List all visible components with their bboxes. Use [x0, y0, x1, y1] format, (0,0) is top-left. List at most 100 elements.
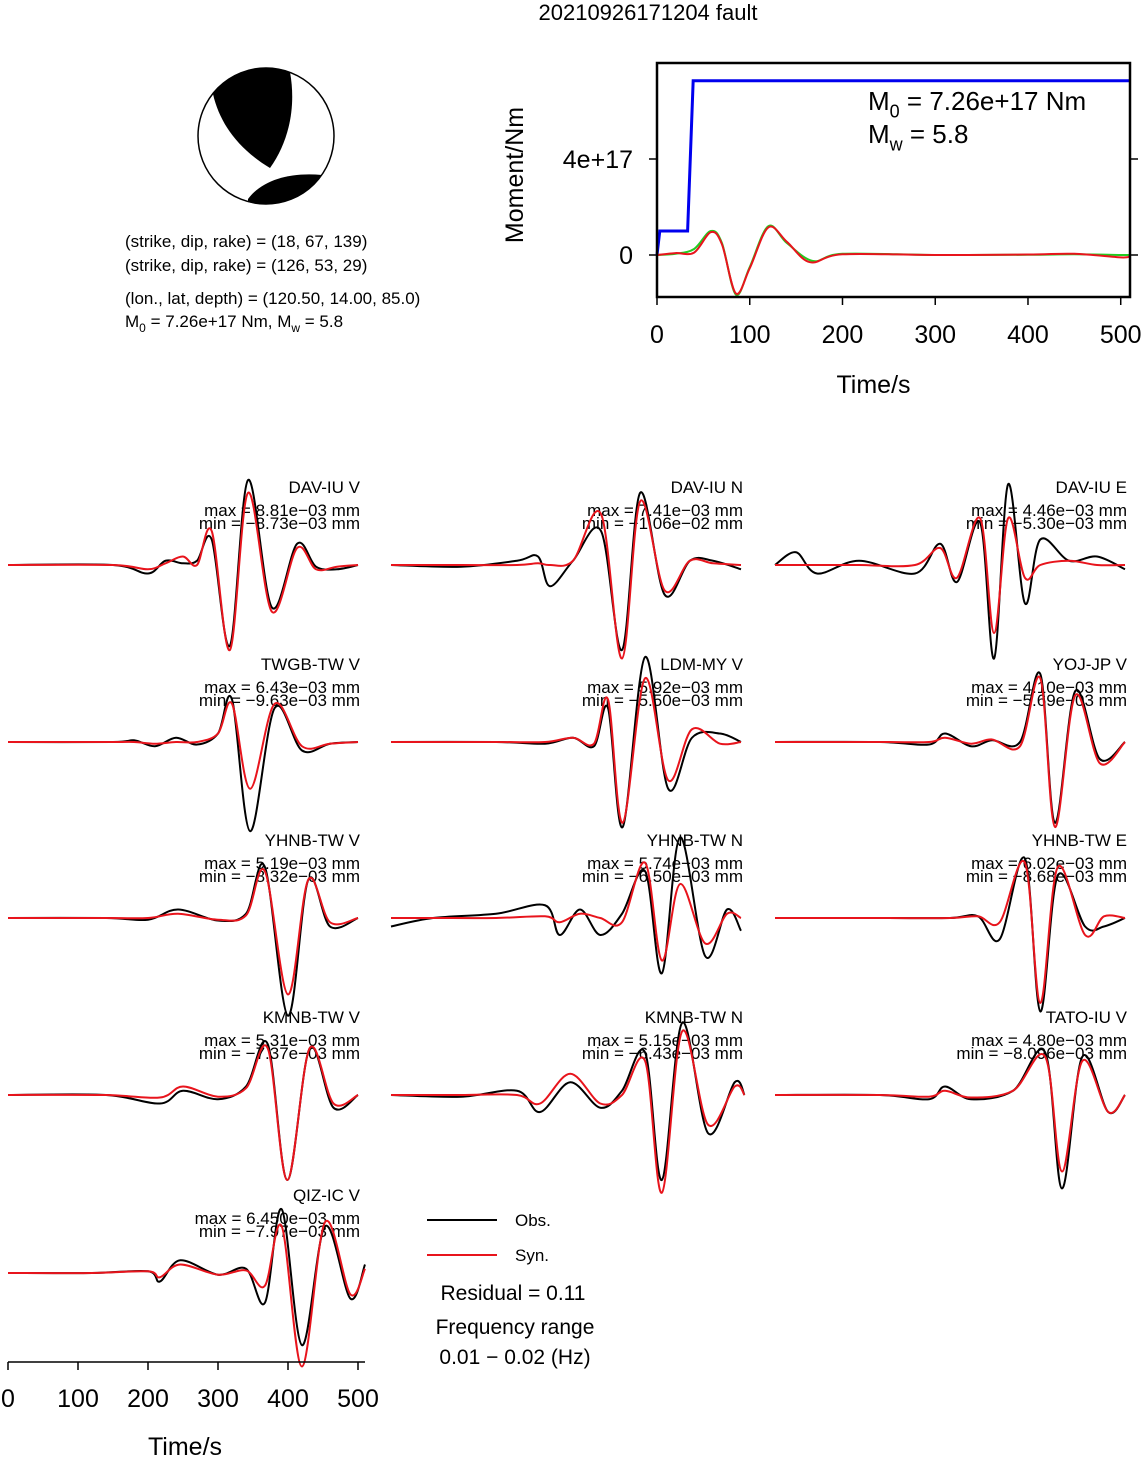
min-label: min = −5.69e−03 mm [966, 691, 1127, 710]
beachball [197, 67, 335, 205]
y-tick-label: 0 [619, 242, 633, 270]
observed-trace [390, 836, 742, 975]
station-label: YHNB-TW E [1032, 831, 1127, 850]
beachball-quadrant [213, 67, 293, 168]
synthetic-trace [391, 861, 742, 962]
synthetic-trace [7, 1219, 366, 1368]
figure-title: 20210926171204 fault [539, 0, 758, 25]
synthetic-trace [774, 1053, 1126, 1173]
x-axis-label: Time/s [148, 1433, 222, 1458]
x-axis-label: Time/s [836, 371, 910, 399]
subscript: w [889, 134, 904, 154]
legend-label: Obs. [515, 1211, 551, 1230]
frequency-range: 0.01 − 0.02 (Hz) [439, 1346, 590, 1369]
station-label: TWGB-TW V [261, 655, 361, 674]
moment-line [656, 225, 1131, 295]
synthetic-trace [775, 859, 1126, 1005]
y-axis-label: Moment/Nm [501, 107, 529, 243]
moment-line: M0 = 7.26e+17 Nm, Mw = 5.8 [125, 312, 343, 335]
max-label: max = 5.19e−03 mm [204, 854, 360, 873]
min-label: min = −8.68e−03 mm [966, 867, 1127, 886]
station-label: KMNB-TW V [263, 1008, 361, 1027]
x-tick-label: 300 [197, 1385, 239, 1413]
x-tick-label: 100 [57, 1385, 99, 1413]
synthetic-trace [390, 499, 742, 660]
max-label: max = 5.31e−03 mm [204, 1031, 360, 1050]
max-label: max = 6.43e−03 mm [204, 678, 360, 697]
observed-trace [390, 655, 742, 829]
subscript: w [290, 321, 300, 335]
text-part: = 5.8 [300, 312, 343, 331]
min-label: min = −9.63e−03 mm [199, 691, 360, 710]
min-label: min = −8.32e−03 mm [199, 867, 360, 886]
synthetic-trace [390, 1029, 746, 1194]
station-label: YHNB-TW V [265, 831, 361, 850]
x-tick-label: 0 [650, 321, 664, 349]
beachball-quadrant [248, 174, 322, 205]
max-label: max = 4.46e−03 mm [971, 501, 1127, 520]
plot-frame [655, 61, 1132, 299]
station-label: YOJ-JP V [1053, 655, 1128, 674]
synthetic-trace [774, 675, 1126, 829]
mechanism-line: (strike, dip, rake) = (126, 53, 29) [125, 256, 367, 275]
x-tick-label: 300 [914, 321, 956, 349]
synthetic-trace [390, 677, 742, 824]
synthetic-trace [7, 491, 359, 652]
station-label: TATO-IU V [1046, 1008, 1128, 1027]
mechanism-line: (lon., lat, depth) = (120.50, 14.00, 85.… [125, 289, 420, 308]
station-label: DAV-IU N [671, 478, 743, 497]
text-part: M [125, 312, 139, 331]
observed-trace [7, 695, 359, 833]
x-tick-label: 200 [822, 321, 864, 349]
x-tick-label: 0 [1, 1385, 15, 1413]
annotation: Mw = 5.8 [868, 119, 968, 154]
min-label: min = −5.30e−03 mm [966, 514, 1127, 533]
text-part: = 5.8 [903, 119, 969, 149]
station-label: DAV-IU V [289, 478, 361, 497]
x-tick-label: 500 [337, 1385, 379, 1413]
max-label: max = 5.92e−03 mm [587, 678, 743, 697]
station-label: LDM-MY V [660, 655, 743, 674]
observed-trace [7, 478, 359, 648]
max-label: max = 5.74e−03 mm [587, 854, 743, 873]
synthetic-trace [774, 516, 1126, 635]
synthetic-trace [7, 701, 359, 790]
observed-trace [390, 1021, 746, 1182]
station-label: KMNB-TW N [645, 1008, 743, 1027]
mechanism-line: (strike, dip, rake) = (18, 67, 139) [125, 232, 367, 251]
station-label: DAV-IU E [1056, 478, 1127, 497]
min-label: min = −6.43e−03 mm [582, 1044, 743, 1063]
frequency-range: Frequency range [436, 1316, 595, 1339]
x-tick-label: 400 [267, 1385, 309, 1413]
max-label: max = 5.15e−03 mm [587, 1031, 743, 1050]
subscript: 0 [890, 101, 900, 121]
text-part: M [868, 86, 890, 116]
legend-label: Syn. [515, 1246, 549, 1265]
synthetic-trace [8, 868, 359, 996]
max-label: max = 4.10e−03 mm [971, 678, 1127, 697]
max-label: max = 4.80e−03 mm [971, 1031, 1127, 1050]
x-tick-label: 100 [729, 321, 771, 349]
station-label: QIZ-IC V [293, 1186, 361, 1205]
max-label: max = 6.02e−03 mm [971, 854, 1127, 873]
residual: Residual = 0.11 [441, 1282, 586, 1305]
min-label: min = −6.50e−03 mm [582, 867, 743, 886]
max-label: max = 7.41e−03 mm [587, 501, 743, 520]
min-label: min = −5.50e−03 mm [582, 691, 743, 710]
x-tick-label: 400 [1007, 321, 1049, 349]
station-label: YHNB-TW N [647, 831, 743, 850]
observed-trace [774, 671, 1126, 824]
min-label: min = −8.73e−03 mm [199, 514, 360, 533]
text-part: = 7.26e+17 Nm, M [146, 312, 292, 331]
x-tick-label: 200 [127, 1385, 169, 1413]
min-label: min = −1.06e−02 mm [582, 514, 743, 533]
observed-trace [774, 1048, 1126, 1190]
min-label: min = −7.97e−03 mm [199, 1222, 360, 1241]
subscript: 0 [139, 321, 146, 335]
text-part: M [868, 119, 890, 149]
synthetic-trace [7, 1044, 359, 1182]
annotation: M0 = 7.26e+17 Nm [868, 86, 1086, 121]
y-tick-label: 4e+17 [563, 146, 633, 174]
